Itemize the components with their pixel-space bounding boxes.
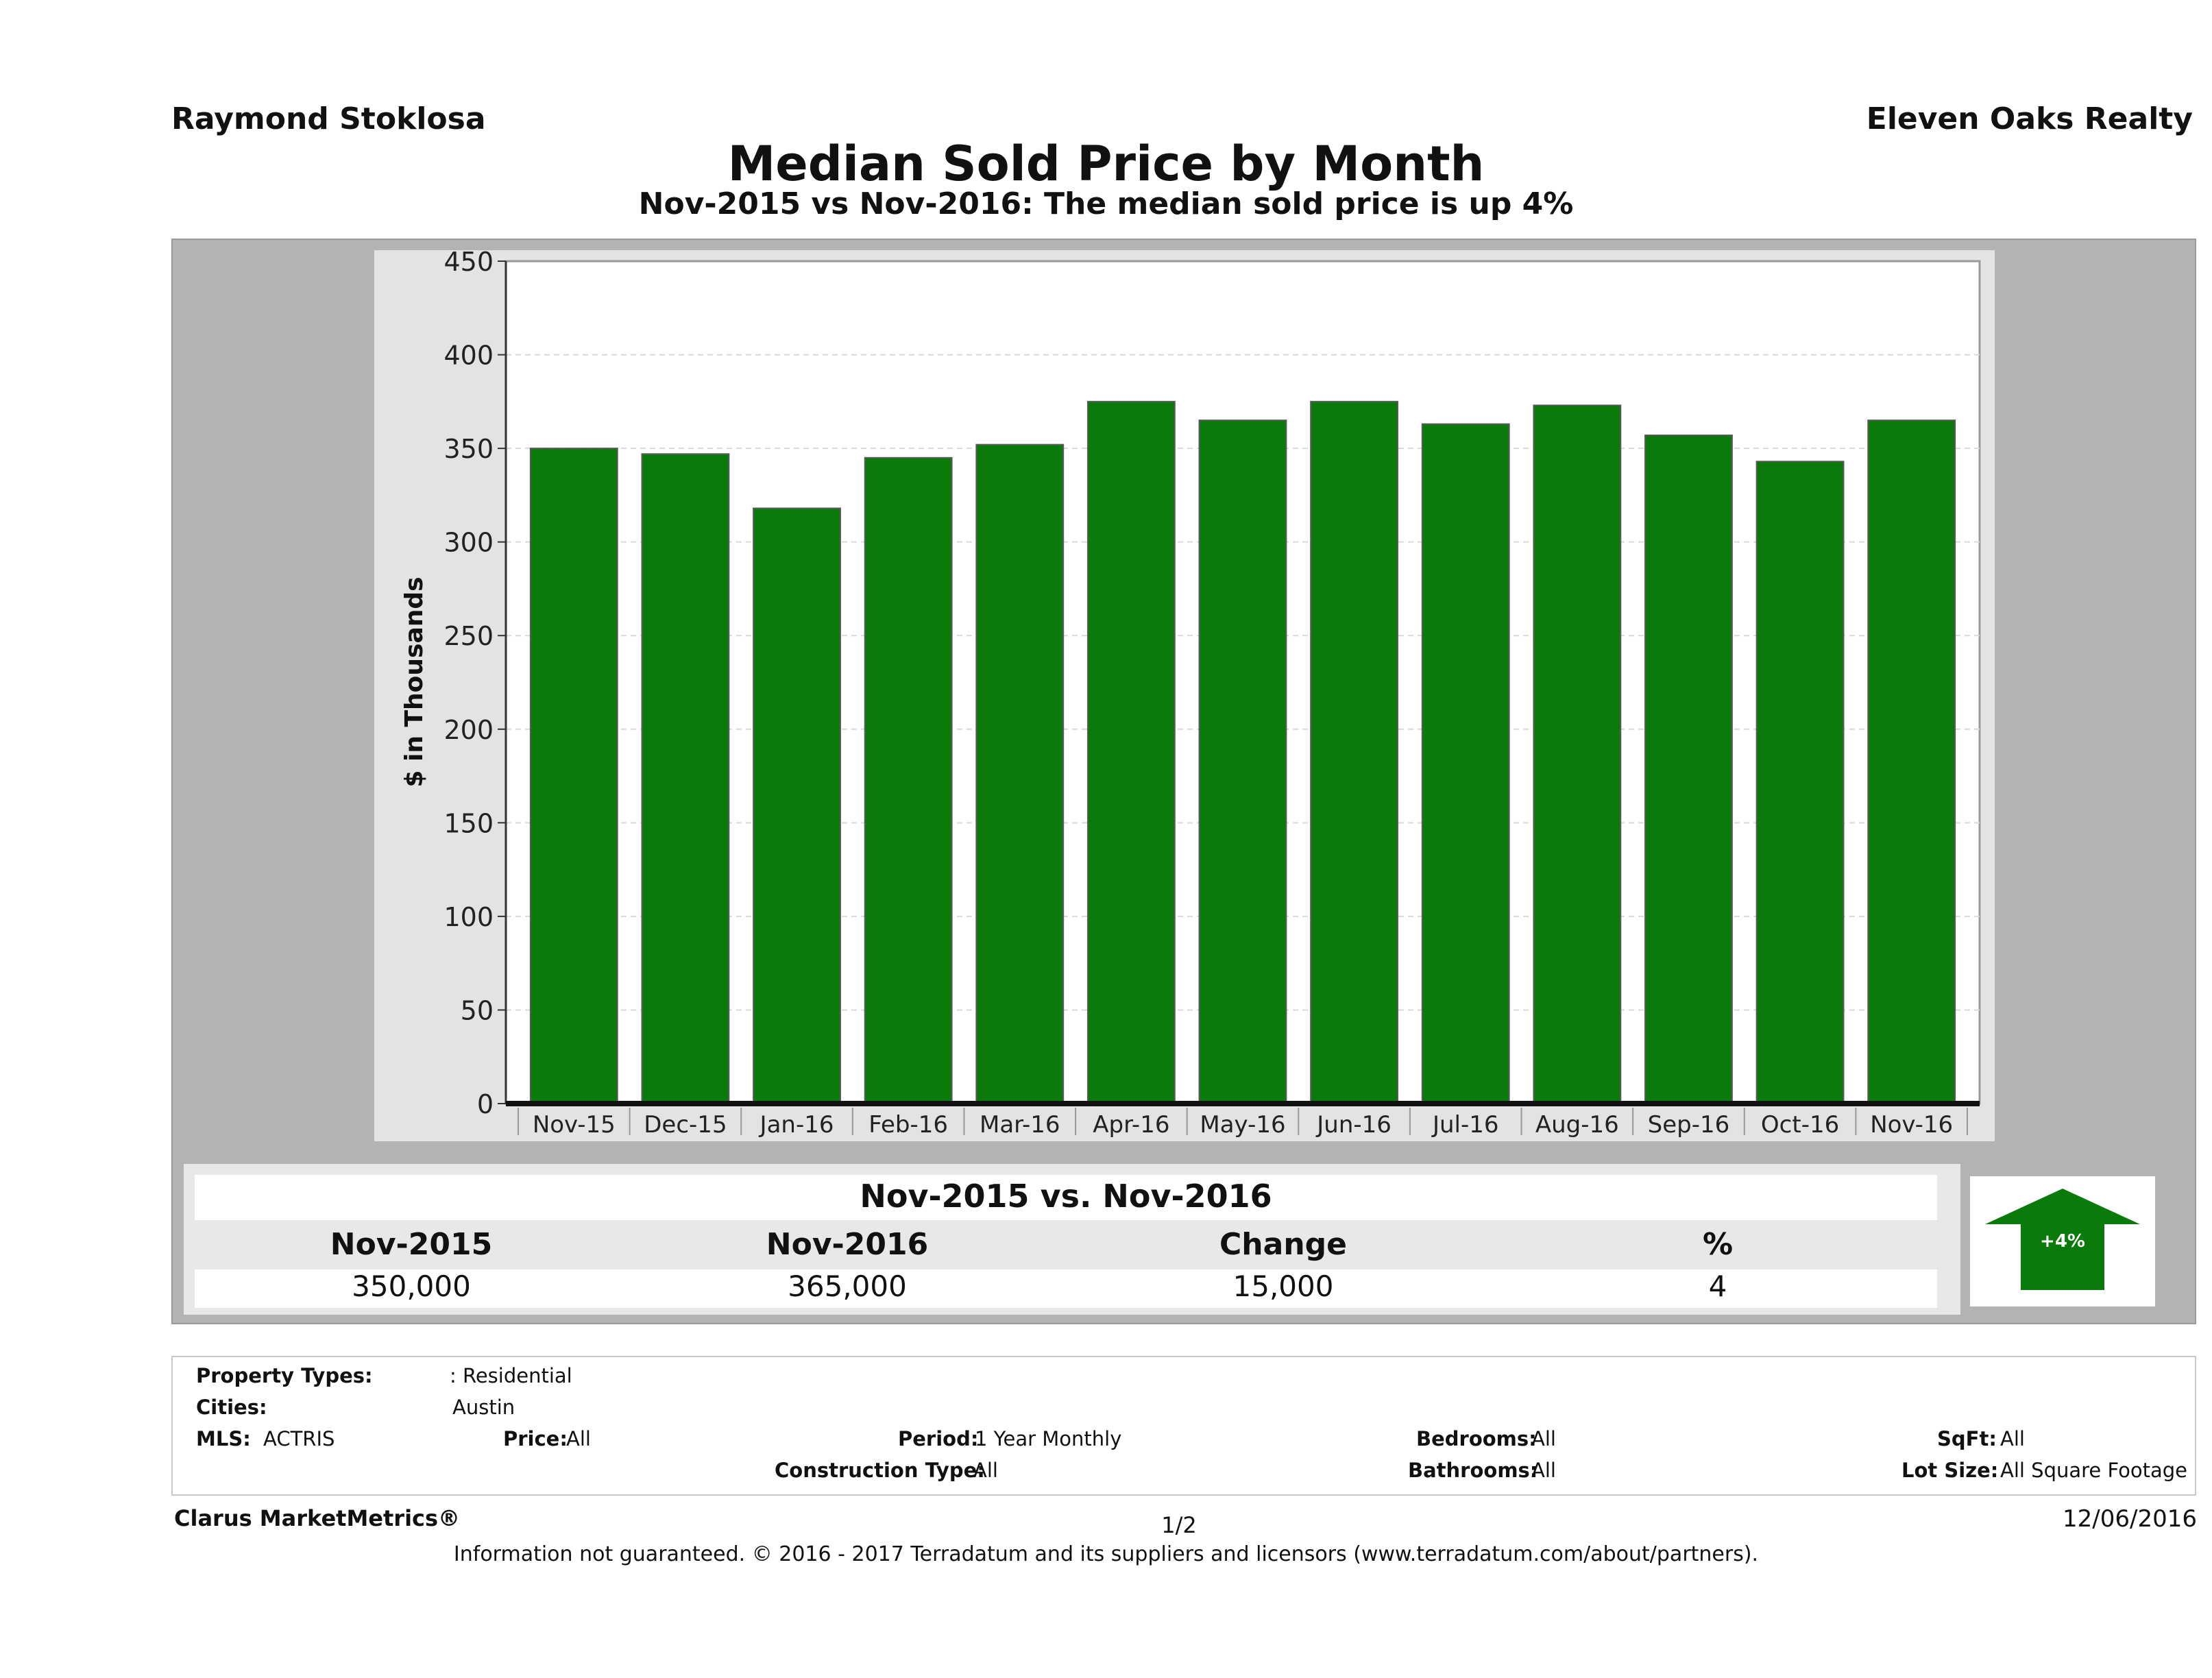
summary-title: Nov-2015 vs. Nov-2016 <box>860 1178 1272 1215</box>
summary-header-percent: % <box>1702 1227 1734 1262</box>
x-axis: Nov-15 Dec-15 Jan-16 Feb-16 Mar-16 Apr-16 May-… <box>506 1101 1980 1139</box>
construction-type-value: All <box>973 1459 998 1482</box>
bar <box>1533 404 1622 1105</box>
bar <box>1086 400 1176 1104</box>
x-tick-label: Feb-16 <box>868 1111 948 1139</box>
price-label: Price: <box>503 1427 568 1450</box>
bedrooms-label: Bedrooms: <box>1416 1427 1537 1450</box>
summary-value-nov-2016: 365,000 <box>788 1269 907 1303</box>
bar <box>1198 420 1287 1104</box>
footer-brand: Clarus MarketMetrics® <box>174 1505 461 1531</box>
y-tick-label: 50 <box>461 995 494 1025</box>
x-tick-label: May-16 <box>1200 1111 1285 1139</box>
bar <box>864 457 953 1104</box>
y-tick-label: 150 <box>443 808 494 838</box>
lot-size-value: All Square Footage <box>2000 1459 2188 1482</box>
chart-subtitle: Nov-2015 vs Nov-2016: The median sold pr… <box>638 186 1574 221</box>
mls-label: MLS: <box>196 1427 251 1450</box>
sqft-value: All <box>2000 1427 2025 1450</box>
summary-header-nov-2016: Nov-2016 <box>766 1227 929 1262</box>
y-tick-label: 0 <box>477 1089 494 1119</box>
x-tick-label: Oct-16 <box>1761 1111 1839 1139</box>
y-tick-label: 450 <box>443 250 494 277</box>
filter-info-box <box>171 1356 2196 1496</box>
bar <box>1867 420 1956 1104</box>
price-value: All <box>566 1427 591 1450</box>
x-tick-label: Jan-16 <box>759 1111 834 1139</box>
bar <box>1310 400 1399 1104</box>
x-tick-label: Nov-16 <box>1870 1111 1953 1139</box>
up-arrow-icon <box>1985 1189 2140 1290</box>
bar <box>975 443 1065 1105</box>
bathrooms-label: Bathrooms: <box>1408 1459 1538 1482</box>
summary-header-change: Change <box>1219 1227 1347 1262</box>
agent-name: Raymond Stoklosa <box>171 101 486 136</box>
construction-type-label: Construction Type: <box>775 1459 985 1482</box>
y-axis: 0 50 100 150 200 250 300 350 400 450 <box>443 250 507 1119</box>
x-tick-label: Jul-16 <box>1431 1111 1499 1139</box>
company-name: Eleven Oaks Realty <box>1866 101 2193 136</box>
y-tick-label: 100 <box>443 902 494 932</box>
summary-title-row <box>195 1175 1937 1220</box>
bar <box>1644 434 1733 1104</box>
page-number: 1/2 <box>1161 1512 1197 1538</box>
bar <box>753 507 841 1104</box>
disclaimer: Information not guaranteed. © 2016 - 201… <box>453 1542 1759 1566</box>
property-types-value: : Residential <box>450 1364 572 1387</box>
cities-value: Austin <box>452 1396 515 1419</box>
x-tick-label: Apr-16 <box>1093 1111 1169 1139</box>
y-tick-label: 250 <box>443 621 494 651</box>
bar <box>1755 461 1845 1104</box>
sqft-label: SqFt: <box>1937 1427 1997 1450</box>
x-tick-label: Mar-16 <box>980 1111 1060 1139</box>
property-types-label: Property Types: <box>196 1364 373 1387</box>
mls-value: ACTRIS <box>263 1427 335 1450</box>
x-tick-label: Nov-15 <box>533 1111 616 1139</box>
bar <box>641 453 730 1104</box>
summary-header-nov-2015: Nov-2015 <box>330 1227 493 1262</box>
summary-value-change: 15,000 <box>1232 1269 1334 1303</box>
period-label: Period: <box>898 1427 979 1450</box>
bar <box>1421 423 1510 1104</box>
cities-label: Cities: <box>196 1396 267 1419</box>
y-tick-label: 200 <box>443 715 494 745</box>
change-badge-label: +4% <box>2040 1231 2085 1252</box>
chart-title: Median Sold Price by Month <box>727 136 1485 192</box>
summary-value-percent: 4 <box>1708 1269 1727 1303</box>
summary-value-nov-2015: 350,000 <box>352 1269 471 1303</box>
y-tick-label: 350 <box>443 434 494 464</box>
y-axis-label: $ in Thousands <box>400 576 428 787</box>
report-date: 12/06/2016 <box>2063 1505 2197 1533</box>
bars <box>529 400 1956 1105</box>
period-value: 1 Year Monthly <box>975 1427 1122 1450</box>
y-tick-label: 300 <box>443 528 494 558</box>
bedrooms-value: All <box>1531 1427 1556 1450</box>
lot-size-label: Lot Size: <box>1901 1459 1999 1482</box>
bathrooms-value: All <box>1531 1459 1556 1482</box>
x-tick-label: Sep-16 <box>1648 1111 1730 1139</box>
bar-chart: 0 50 100 150 200 250 300 350 400 450 Nov-15 Dec-15… <box>400 250 1981 1139</box>
y-tick-label: 400 <box>443 341 494 371</box>
bar <box>529 448 618 1105</box>
x-tick-label: Aug-16 <box>1535 1111 1619 1139</box>
x-tick-label: Dec-15 <box>644 1111 727 1139</box>
x-tick-label: Jun-16 <box>1315 1111 1391 1139</box>
summary-value-row <box>195 1269 1937 1308</box>
